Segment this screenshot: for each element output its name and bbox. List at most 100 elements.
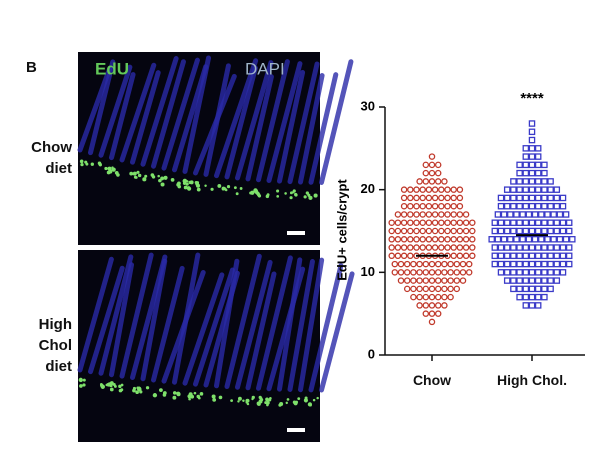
point <box>462 252 470 260</box>
point <box>456 219 464 226</box>
point <box>534 219 542 226</box>
point <box>456 244 464 251</box>
point <box>522 269 530 276</box>
point <box>559 260 567 268</box>
point <box>553 252 561 260</box>
point <box>544 236 551 243</box>
villus <box>214 258 240 389</box>
dot-row <box>516 169 548 177</box>
point <box>450 244 457 251</box>
point <box>400 219 408 226</box>
point <box>431 211 439 218</box>
point <box>453 285 461 293</box>
villus <box>109 262 135 378</box>
point <box>491 219 499 226</box>
point <box>541 194 548 202</box>
point <box>541 161 548 169</box>
point <box>553 260 561 268</box>
point <box>434 293 442 301</box>
dot-row <box>410 293 454 301</box>
point <box>450 211 457 218</box>
point <box>434 310 442 317</box>
edu-signal <box>196 187 201 192</box>
point <box>425 211 433 218</box>
point <box>444 194 451 202</box>
edu-signal <box>195 182 199 186</box>
villus <box>308 72 339 185</box>
point <box>565 244 573 251</box>
point <box>397 260 405 268</box>
point <box>522 227 530 235</box>
point <box>403 269 411 276</box>
villus <box>140 258 168 382</box>
edu-signal <box>237 400 240 403</box>
dot-row <box>391 260 473 268</box>
point <box>469 252 476 260</box>
edu-signal <box>316 396 319 400</box>
point <box>510 269 517 276</box>
edu-signal <box>160 176 165 181</box>
point <box>534 244 542 251</box>
point <box>528 194 536 202</box>
point <box>528 178 536 185</box>
point <box>528 277 536 284</box>
edu-signal <box>289 196 293 200</box>
villus <box>298 73 325 185</box>
edu-signal <box>111 167 116 172</box>
edu-signal <box>144 174 148 178</box>
point <box>413 227 420 235</box>
edu-signal <box>279 401 284 406</box>
edu-signal <box>82 383 86 387</box>
point <box>553 194 561 202</box>
dot-row <box>491 252 573 260</box>
villus <box>235 60 274 181</box>
point <box>541 277 548 284</box>
edu-signal <box>218 395 223 400</box>
point <box>538 236 545 243</box>
point <box>428 293 436 301</box>
point <box>522 161 530 169</box>
point <box>522 293 530 301</box>
point <box>516 252 523 260</box>
point <box>503 277 511 284</box>
edu-signal <box>265 400 270 405</box>
point <box>516 186 523 193</box>
dot-row <box>400 194 464 202</box>
point <box>444 244 451 251</box>
edu-signal <box>307 193 311 197</box>
point <box>525 236 533 243</box>
point <box>534 153 542 160</box>
point <box>528 145 536 152</box>
edu-signal <box>99 163 102 167</box>
point <box>419 211 426 218</box>
edu-signal <box>199 392 204 396</box>
point <box>503 194 511 202</box>
edu-signal <box>242 399 245 403</box>
villus <box>266 61 303 183</box>
point <box>547 252 554 260</box>
point <box>456 202 464 210</box>
point <box>403 260 411 268</box>
point <box>425 244 433 251</box>
point <box>510 178 517 185</box>
edu-signal <box>120 383 124 387</box>
point <box>431 202 439 210</box>
point <box>541 244 548 251</box>
point <box>516 227 523 235</box>
point <box>434 269 442 276</box>
villus <box>172 252 201 385</box>
point <box>519 211 526 218</box>
point <box>528 293 536 301</box>
point <box>465 260 473 268</box>
point <box>565 252 573 260</box>
point <box>428 318 436 326</box>
point <box>497 202 505 210</box>
point <box>428 153 436 160</box>
edu-signal <box>246 402 250 406</box>
channel-label: EdU <box>95 59 129 78</box>
edu-signal <box>79 159 84 164</box>
edu-signal <box>158 178 162 183</box>
point <box>494 211 502 218</box>
point <box>441 293 448 301</box>
villus <box>256 59 290 183</box>
